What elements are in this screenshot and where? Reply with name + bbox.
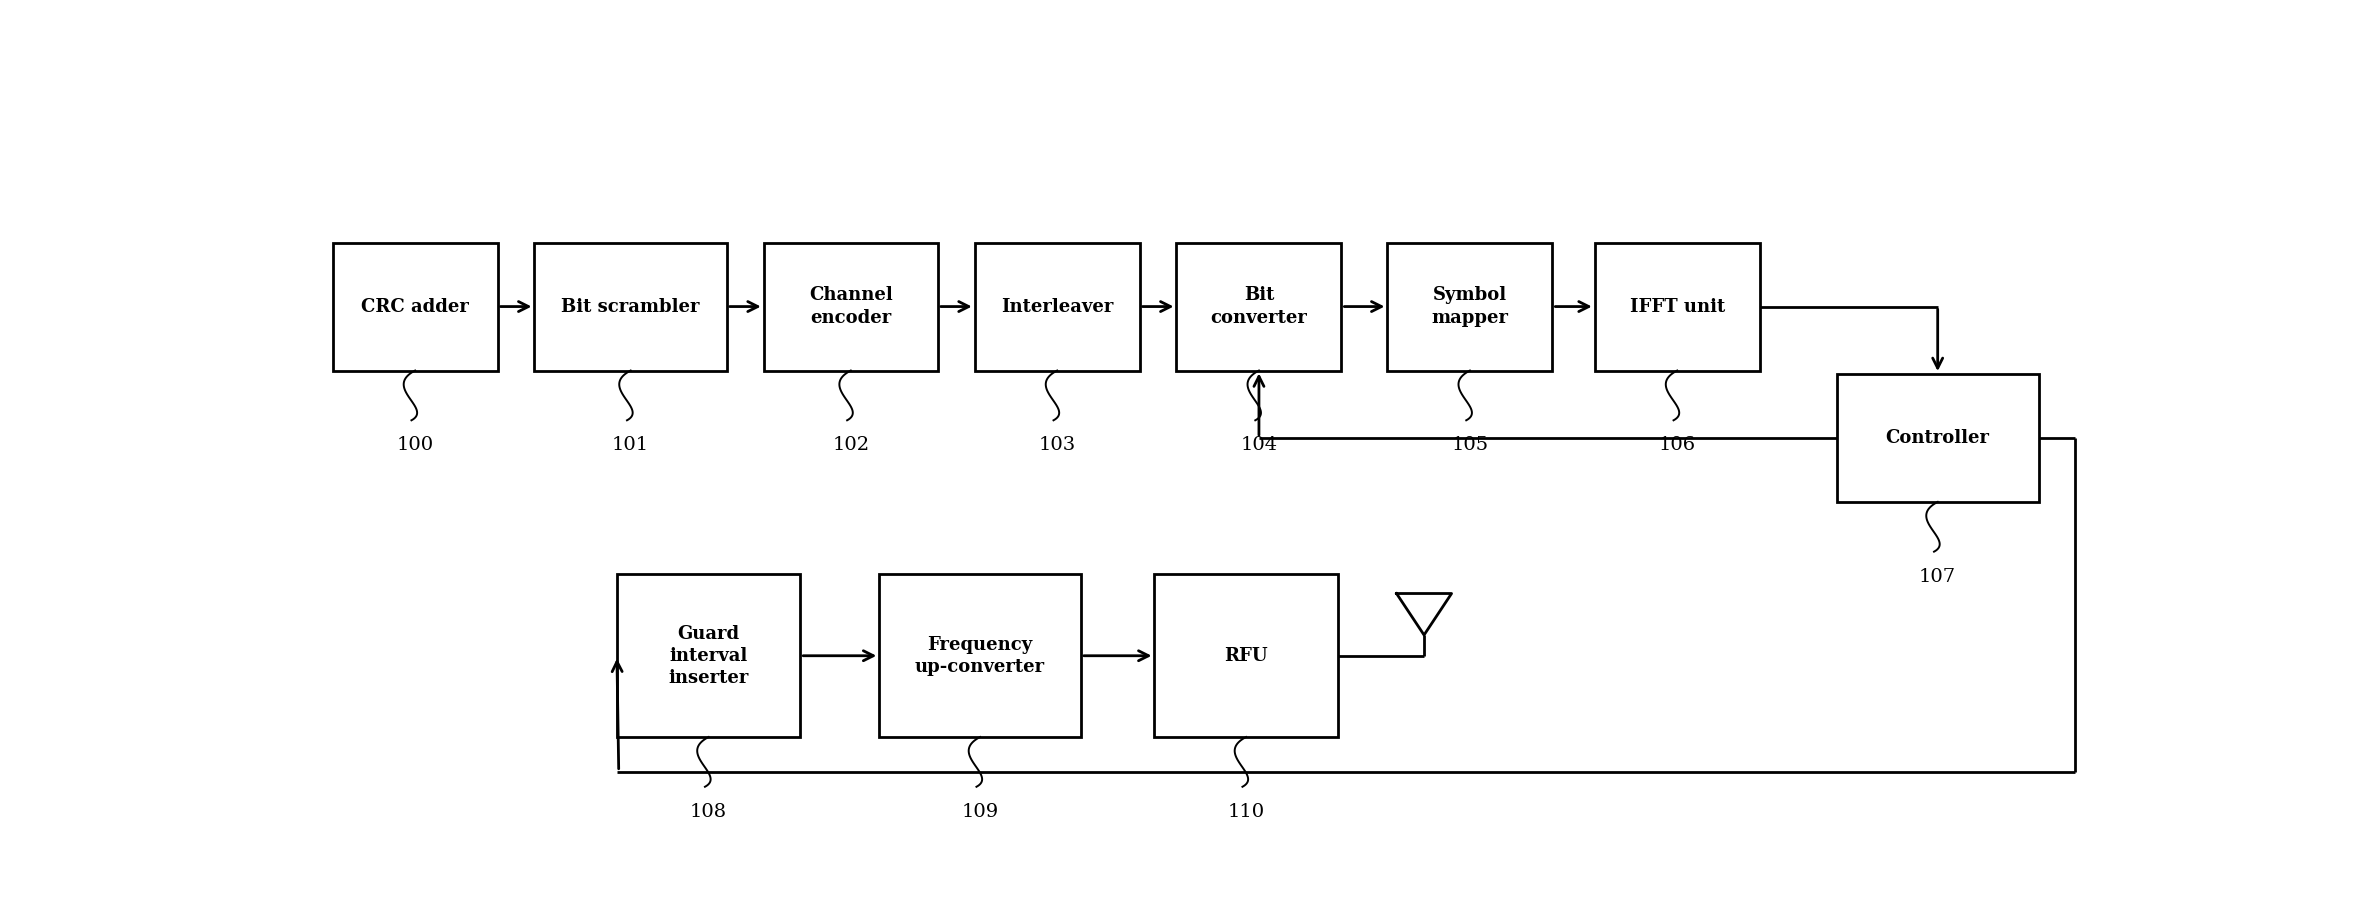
Bar [1155,575,1337,737]
Text: Frequency
up-converter: Frequency up-converter [916,636,1046,676]
Bar [975,242,1139,371]
Bar [1595,242,1759,371]
Text: 105: 105 [1451,436,1489,454]
Text: Controller: Controller [1886,429,1991,447]
Text: Guard
interval
inserter: Guard interval inserter [667,624,748,687]
Bar [618,575,800,737]
Text: 106: 106 [1659,436,1695,454]
Text: Interleaver: Interleaver [1001,297,1112,315]
Text: RFU: RFU [1224,647,1269,665]
Bar [1387,242,1553,371]
Text: CRC adder: CRC adder [362,297,469,315]
Text: 108: 108 [691,803,727,821]
Text: IFFT unit: IFFT unit [1628,297,1726,315]
Text: Bit scrambler: Bit scrambler [561,297,701,315]
Text: Channel
encoder: Channel encoder [810,286,892,327]
Text: 100: 100 [398,436,433,454]
Bar [535,242,727,371]
Text: 110: 110 [1228,803,1264,821]
Text: 103: 103 [1039,436,1075,454]
Bar [331,242,497,371]
Bar [878,575,1082,737]
Text: 109: 109 [961,803,999,821]
Bar [1837,374,2038,502]
Bar [765,242,937,371]
Text: 102: 102 [833,436,869,454]
Bar [1176,242,1342,371]
Text: 101: 101 [613,436,649,454]
Text: Symbol
mapper: Symbol mapper [1432,286,1508,327]
Text: Bit
converter: Bit converter [1210,286,1307,327]
Text: 107: 107 [1920,568,1955,585]
Text: 104: 104 [1240,436,1278,454]
